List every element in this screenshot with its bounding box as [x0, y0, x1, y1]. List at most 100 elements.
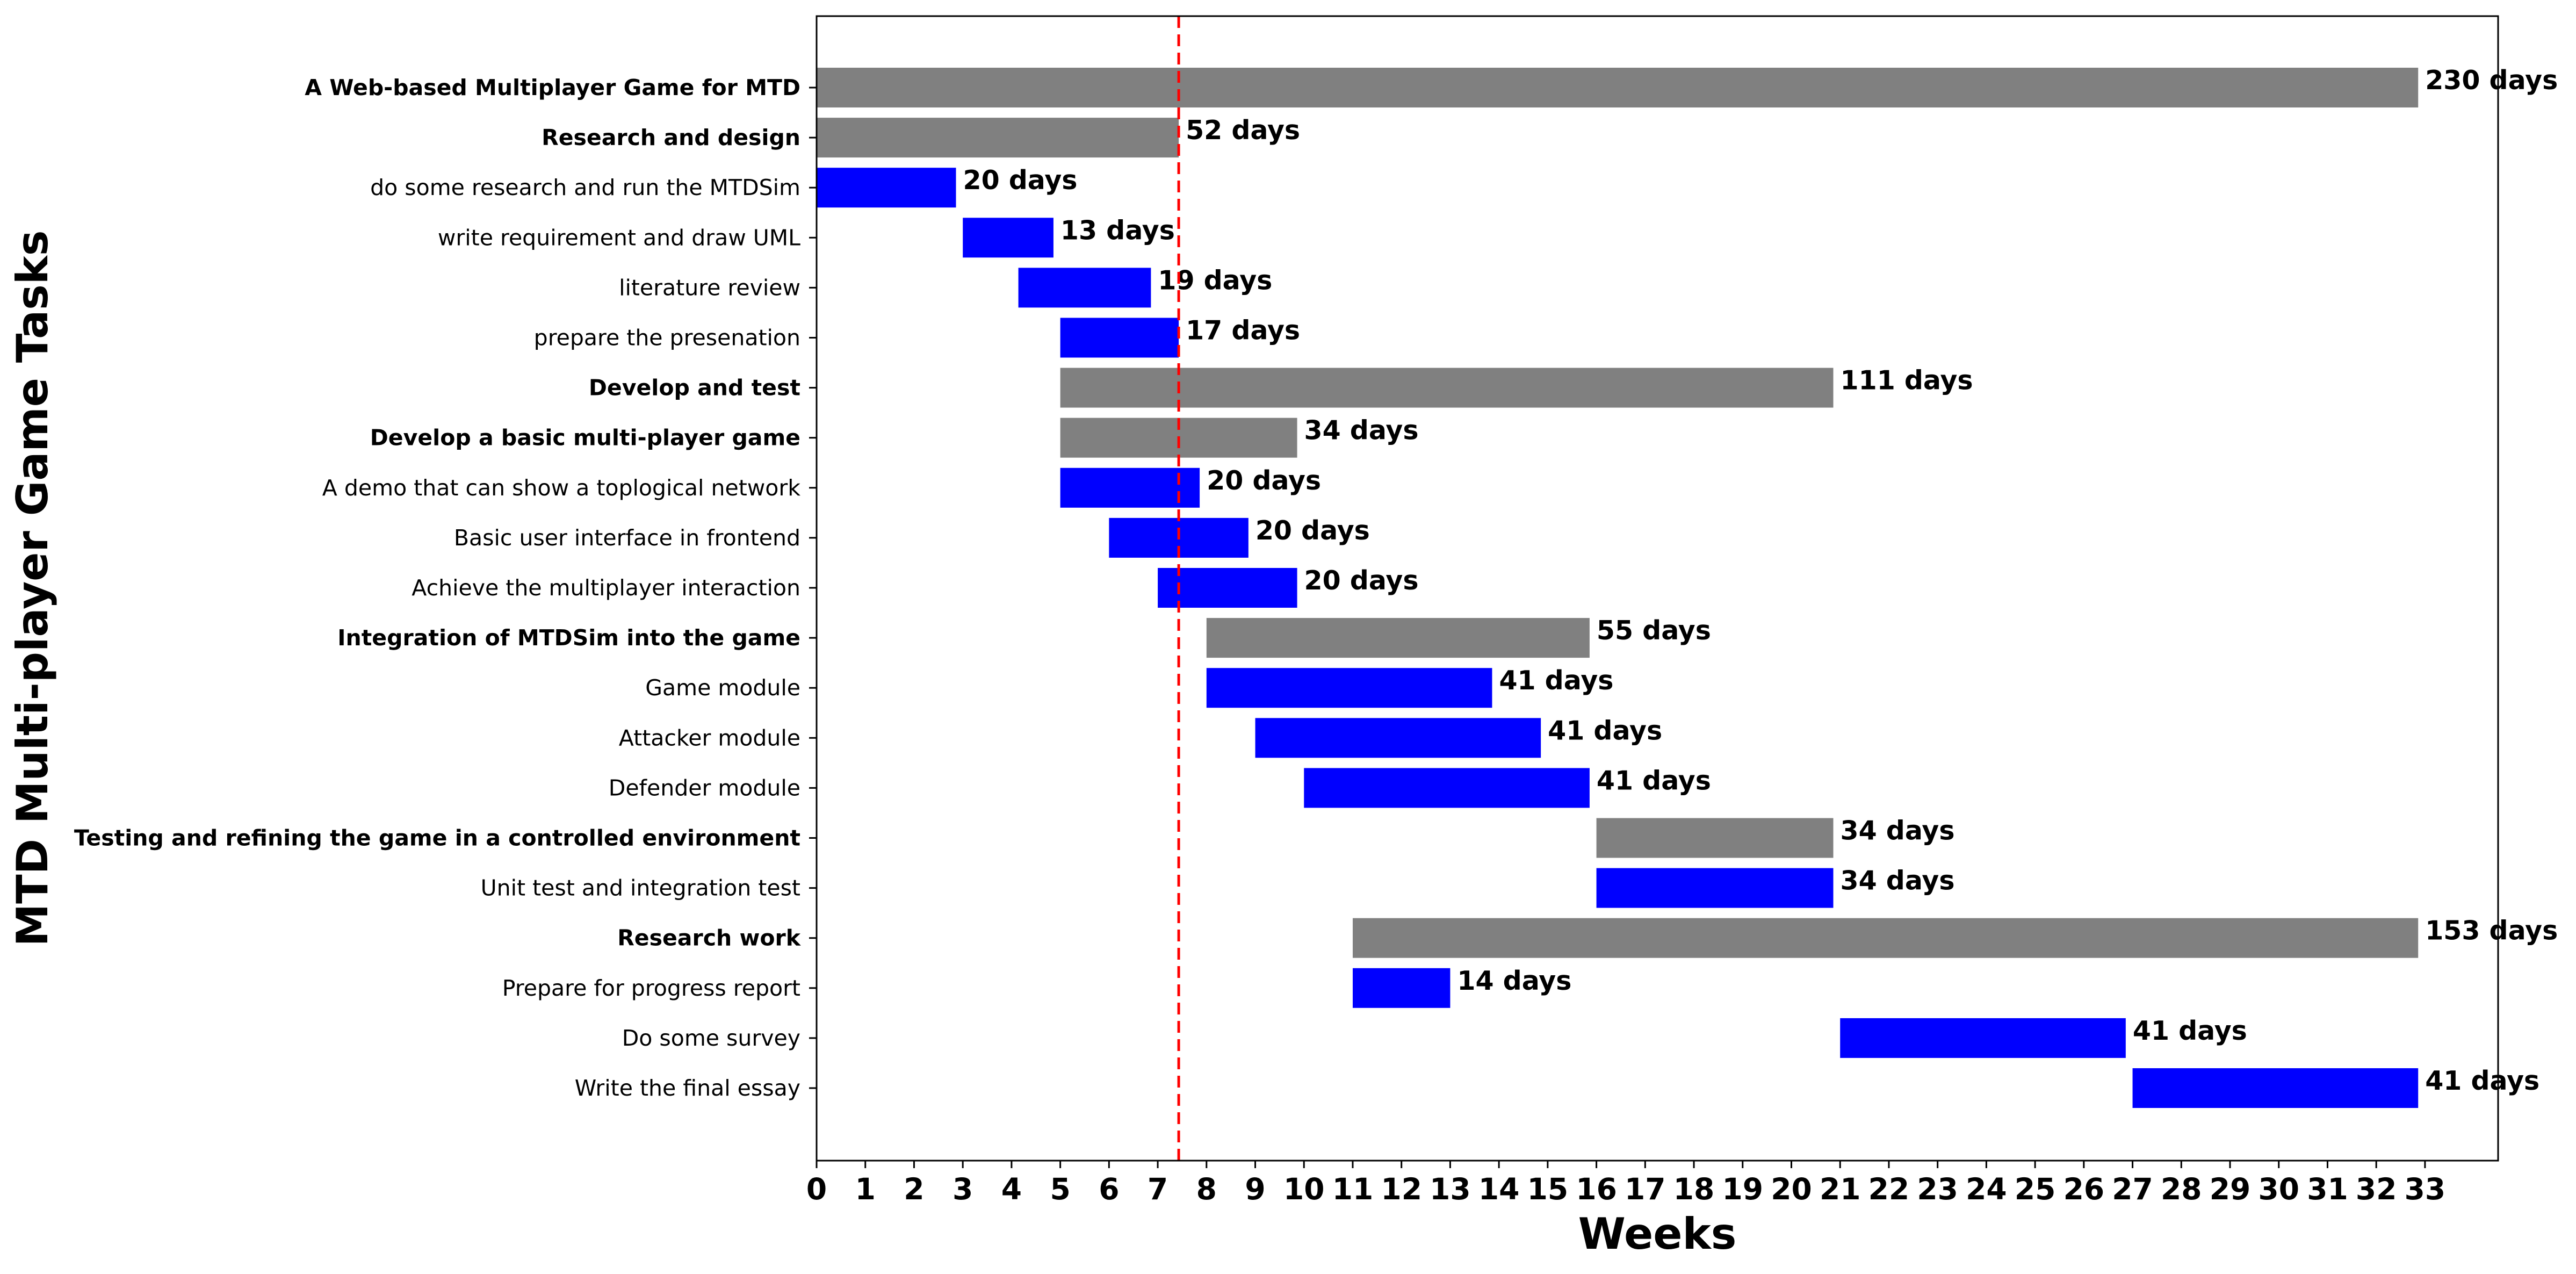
x-tick-label: 17 — [1625, 1172, 1666, 1206]
plot-frame — [816, 15, 2499, 1162]
x-tick-label: 12 — [1381, 1172, 1422, 1206]
x-tick-label: 9 — [1245, 1172, 1265, 1206]
task-name-label: Develop and test — [589, 375, 800, 401]
task-bar — [1158, 568, 1297, 608]
duration-label: 41 days — [1499, 665, 1613, 696]
x-tick-label: 18 — [1673, 1172, 1715, 1206]
group-bar — [1060, 368, 1834, 408]
x-tick-label: 3 — [953, 1172, 973, 1206]
x-tick-label: 25 — [2015, 1172, 2056, 1206]
task-bar — [1596, 868, 1834, 908]
duration-label: 14 days — [1457, 966, 1571, 996]
duration-label: 41 days — [2133, 1016, 2247, 1046]
task-name-label: Testing and refining the game in a contr… — [74, 825, 800, 851]
duration-label: 20 days — [963, 165, 1077, 196]
duration-label: 13 days — [1060, 215, 1175, 246]
task-name-label: Game module — [645, 675, 800, 701]
group-bar — [1596, 818, 1834, 858]
duration-label: 41 days — [2425, 1066, 2539, 1096]
task-name-label: Basic user interface in frontend — [454, 525, 800, 551]
duration-label: 55 days — [1597, 615, 1711, 646]
task-name-label: do some research and run the MTDSim — [370, 175, 800, 200]
x-tick-label: 2 — [904, 1172, 924, 1206]
task-name-label: Do some survey — [622, 1025, 800, 1051]
duration-label: 230 days — [2425, 65, 2558, 96]
x-tick-label: 1 — [855, 1172, 876, 1206]
task-name-label: Integration of MTDSim into the game — [337, 625, 800, 651]
group-bar — [817, 68, 2419, 107]
duration-label: 20 days — [1207, 465, 1321, 496]
task-bar — [1840, 1018, 2126, 1058]
x-tick-label: 16 — [1576, 1172, 1617, 1206]
duration-label: 111 days — [1841, 365, 1973, 396]
x-tick-label: 22 — [1868, 1172, 1910, 1206]
x-tick-label: 13 — [1430, 1172, 1471, 1206]
bars-layer — [817, 68, 2419, 1108]
x-tick-label: 6 — [1099, 1172, 1119, 1206]
task-name-label: Attacker module — [619, 725, 800, 751]
task-name-label: Prepare for progress report — [502, 975, 800, 1001]
x-tick-label: 4 — [1001, 1172, 1022, 1206]
x-tick-label: 30 — [2258, 1172, 2299, 1206]
x-tick-label: 33 — [2405, 1172, 2446, 1206]
x-tick-label: 31 — [2307, 1172, 2348, 1206]
task-name-label: Research work — [617, 925, 802, 951]
task-bar — [1060, 467, 1200, 508]
duration-label: 34 days — [1304, 415, 1419, 446]
x-tick-label: 26 — [2063, 1172, 2105, 1206]
x-tick-label: 0 — [806, 1172, 827, 1206]
y-axis-title: MTD Multi-player Game Tasks — [8, 230, 57, 946]
x-axis-title: Weeks — [1578, 1209, 1737, 1259]
x-tick-label: 11 — [1332, 1172, 1374, 1206]
duration-label: 34 days — [1841, 866, 1955, 896]
task-bar — [1255, 718, 1541, 758]
task-name-label: Write the final essay — [575, 1075, 800, 1101]
duration-label: 20 days — [1255, 515, 1370, 546]
task-name-label: Unit test and integration test — [481, 875, 800, 901]
task-name-label: write requirement and draw UML — [438, 225, 800, 250]
x-tick-label: 19 — [1722, 1172, 1763, 1206]
x-tick-label: 29 — [2210, 1172, 2251, 1206]
task-bar — [2132, 1068, 2419, 1108]
duration-label: 17 days — [1186, 315, 1300, 346]
x-tick-label: 20 — [1771, 1172, 1812, 1206]
task-name-label: A Web-based Multiplayer Game for MTD — [305, 75, 800, 100]
x-tick-label: 8 — [1196, 1172, 1217, 1206]
x-tick-label: 21 — [1820, 1172, 1861, 1206]
task-bar — [1206, 668, 1492, 708]
duration-label: 52 days — [1186, 115, 1300, 146]
task-bar — [963, 218, 1054, 258]
x-tick-label: 10 — [1283, 1172, 1325, 1206]
duration-label: 34 days — [1841, 816, 1955, 846]
task-name-label: Develop a basic multi-player game — [370, 425, 800, 451]
task-bar — [1304, 768, 1590, 808]
x-tick-label: 24 — [1966, 1172, 2007, 1206]
x-tick-label: 15 — [1527, 1172, 1569, 1206]
duration-label: 41 days — [1597, 765, 1711, 796]
task-name-label: prepare the presenation — [534, 325, 800, 351]
x-tick-label: 27 — [2112, 1172, 2153, 1206]
x-tick-label: 23 — [1917, 1172, 1958, 1206]
duration-label: 41 days — [1548, 715, 1662, 746]
duration-label: 19 days — [1158, 265, 1272, 296]
x-tick-label: 14 — [1478, 1172, 1520, 1206]
x-tick-label: 7 — [1148, 1172, 1168, 1206]
labels-layer: 230 days A Web-based Multiplayer Game for… — [74, 65, 2558, 1101]
task-name-label: Research and design — [542, 125, 800, 150]
x-ticks-layer: 0 1 2 3 4 5 6 7 8 9 10 11 12 13 14 15 16 17 18 19 20 21 22 23 24… — [806, 87, 2446, 1206]
group-bar — [1206, 618, 1590, 658]
x-tick-label: 32 — [2356, 1172, 2397, 1206]
task-bar — [1352, 968, 1451, 1008]
task-bar — [1060, 318, 1179, 358]
task-name-label: Achieve the multiplayer interaction — [412, 575, 800, 601]
task-bar — [817, 168, 956, 208]
task-name-label: Defender module — [609, 775, 800, 801]
group-bar — [817, 118, 1179, 158]
task-bar — [1018, 268, 1151, 308]
duration-label: 153 days — [2425, 916, 2558, 946]
task-name-label: A demo that can show a toplogical networ… — [322, 475, 800, 501]
task-name-label: literature review — [619, 275, 800, 300]
x-tick-label: 28 — [2161, 1172, 2202, 1206]
x-tick-label: 5 — [1050, 1172, 1070, 1206]
